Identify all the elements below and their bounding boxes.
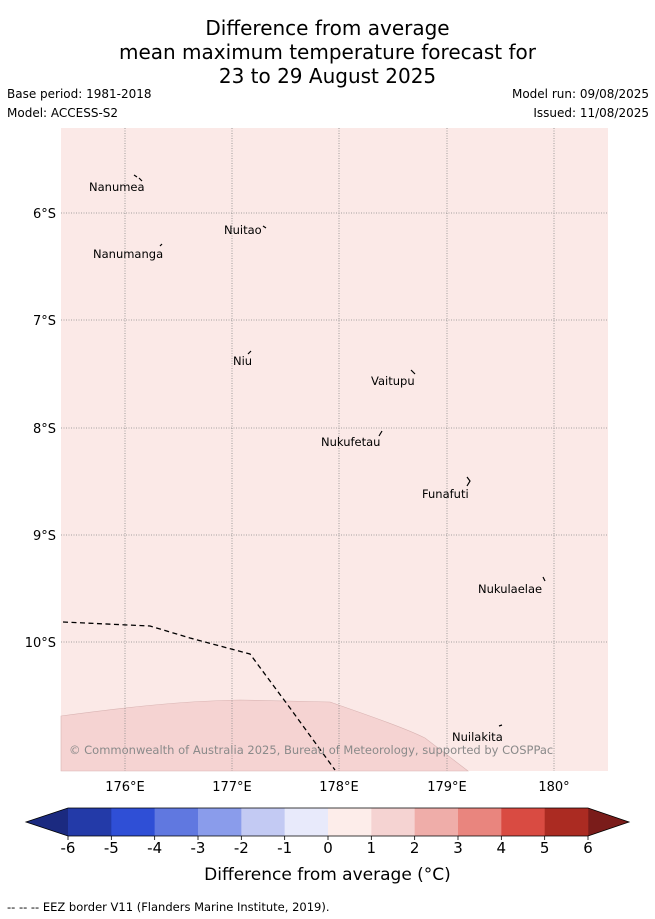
colorbar-label: Difference from average (°C) [204, 865, 451, 885]
lon-tick-label: 178°E [319, 780, 359, 795]
place-label: Nuitao [224, 223, 262, 237]
colorbar-segment [328, 808, 372, 836]
place-label: Nuilakita [452, 730, 503, 744]
place-label: Nanumanga [93, 247, 163, 261]
island-outline [133, 174, 143, 182]
lat-tick-label: 7°S [33, 314, 56, 329]
island-outline [410, 369, 416, 375]
island-outline [159, 243, 163, 247]
model-run: Model run: 09/08/2025 [511, 87, 649, 101]
lat-tick-label: 8°S [33, 422, 56, 437]
colorbar-segment [198, 808, 242, 836]
place-label: Funafuti [422, 487, 469, 501]
island-outline [542, 576, 546, 582]
lon-tick-label: 177°E [212, 780, 252, 795]
colorbar-tick-label: -5 [104, 839, 119, 857]
colorbar-tick-label: 2 [410, 839, 420, 857]
lat-tick-label: 9°S [33, 529, 56, 544]
lon-tick-label: 176°E [105, 780, 145, 795]
island-outline [378, 430, 383, 437]
colorbar-segment [284, 808, 329, 836]
colorbar-tick-label: -1 [277, 839, 292, 857]
model-name: Model: ACCESS-S2 [7, 106, 119, 120]
colorbar-tick-label: -3 [191, 839, 206, 857]
island-outline [466, 476, 471, 487]
copyright-watermark: © Commonwealth of Australia 2025, Bureau… [69, 743, 553, 757]
colorbar-tick-label: -2 [234, 839, 249, 857]
colorbar-extend-low [26, 808, 68, 836]
island-outline [262, 225, 267, 229]
place-label: Nukufetau [321, 435, 380, 449]
colorbar-tick-label: 0 [323, 839, 333, 857]
map-figure: 6°S 7°S 8°S 9°S 10°S 176°E 177°E 178°E 179°E 180°… [25, 128, 631, 857]
title-line-2: mean maximum temperature forecast for [118, 40, 536, 64]
eez-border [62, 621, 336, 771]
colorbar-tick-label: 5 [540, 839, 550, 857]
colorbar-segment [501, 808, 545, 836]
colorbar-segment [414, 808, 459, 836]
colorbar-segment [241, 808, 285, 836]
lat-tick-label: 10°S [25, 636, 56, 651]
colorbar-tick-label: 3 [453, 839, 463, 857]
title-line-3: 23 to 29 August 2025 [218, 64, 437, 88]
colorbar-tick-label: -6 [61, 839, 76, 857]
colorbar-extend-high [588, 808, 629, 836]
colorbar-segment [544, 808, 589, 836]
issued-date: Issued: 11/08/2025 [533, 106, 649, 120]
chart-title: Difference from average mean maximum tem… [0, 16, 655, 88]
island-outline [498, 724, 503, 727]
colorbar-tick-label: 4 [497, 839, 507, 857]
eez-legend-note: -- -- -- EEZ border V11 (Flanders Marine… [7, 900, 330, 914]
colorbar-segment [154, 808, 199, 836]
colorbar-tick-label: 6 [583, 839, 593, 857]
lon-tick-label: 180° [538, 780, 569, 795]
title-line-1: Difference from average [205, 16, 450, 40]
colorbar-segment [371, 808, 415, 836]
place-label: Niu [233, 354, 252, 368]
lat-tick-label: 6°S [33, 207, 56, 222]
colorbar-tick-label: 1 [367, 839, 377, 857]
colorbar-segment [68, 808, 112, 836]
colorbar-segment [111, 808, 155, 836]
place-label: Vaitupu [371, 374, 415, 388]
island-outline [247, 350, 252, 355]
anomaly-field-0-1 [61, 128, 608, 771]
place-label: Nanumea [89, 180, 145, 194]
colorbar-tick-label: -4 [147, 839, 162, 857]
lon-tick-label: 179°E [427, 780, 467, 795]
base-period: Base period: 1981-2018 [7, 87, 152, 101]
place-label: Nukulaelae [478, 582, 542, 596]
colorbar-segment [458, 808, 502, 836]
